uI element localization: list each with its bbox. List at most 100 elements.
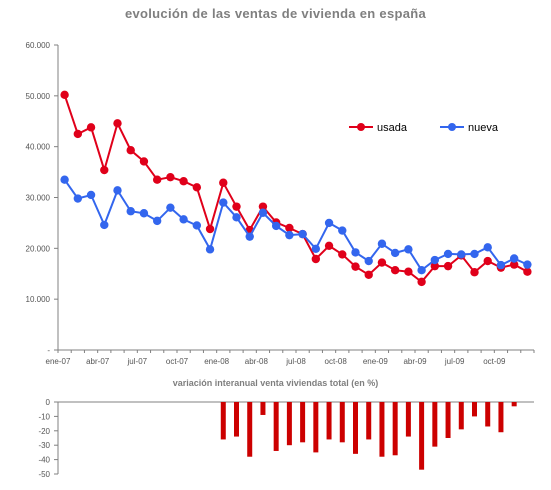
bar [353,402,358,454]
data-point-nueva [509,254,519,263]
data-point-usada [483,256,492,266]
legend-marker-nueva [448,123,456,131]
x-tick-label: ene-07 [46,357,71,366]
data-point-nueva [351,248,360,257]
x-tick-label: abr-07 [86,357,110,366]
bar [339,402,345,443]
data-point-nueva [404,245,413,254]
bar [392,402,398,456]
data-point-nueva [86,190,96,200]
x-tick-label: abr-09 [403,357,427,366]
data-point-nueva [139,209,149,218]
data-point-nueva [219,198,228,207]
bar [379,402,385,457]
bar [432,402,438,447]
y-tick-label: 40.000 [26,143,51,152]
data-point-nueva [258,208,268,217]
data-point-usada [390,265,400,275]
data-point-usada [523,267,532,276]
data-point-nueva [457,250,466,259]
data-point-nueva [205,245,215,254]
x-tick-label: abr-08 [245,357,269,366]
bar [234,402,239,437]
data-point-usada [324,241,334,250]
bar [498,402,504,433]
bar-y-tick-label: -10 [38,412,50,421]
data-point-nueva [179,215,188,224]
data-point-nueva [73,194,83,203]
data-point-usada [152,175,162,184]
data-point-nueva [245,232,254,241]
data-point-usada [139,157,149,166]
bar-y-tick-label: -50 [38,470,50,479]
data-point-nueva [298,229,307,239]
bar [286,402,292,446]
x-tick-label: ene-09 [363,357,388,366]
x-tick-label: jul-08 [285,357,306,366]
data-point-nueva [311,244,321,254]
y-tick-label: 30.000 [26,194,51,203]
bar [405,402,411,437]
y-tick-label: 60.000 [26,41,51,50]
data-point-nueva [271,221,281,231]
data-point-nueva [483,243,492,252]
data-point-nueva [232,213,241,222]
data-point-usada [179,177,188,186]
data-point-usada [430,261,440,271]
data-point-nueva [417,265,426,275]
bar-y-tick-label: -40 [38,456,50,465]
data-point-usada [417,277,426,287]
bar [458,402,464,430]
y-tick-label: 10.000 [26,295,51,304]
data-point-usada [443,261,453,271]
data-point-usada [377,258,387,267]
data-point-nueva [285,230,294,240]
x-tick-label: oct-07 [166,357,189,366]
data-point-nueva [377,239,387,248]
bar [511,402,517,407]
data-point-usada [73,129,83,139]
data-point-nueva [113,186,122,195]
data-point-usada [113,119,122,128]
y-tick-label: - [47,346,50,355]
data-point-usada [205,224,215,234]
data-point-nueva [60,175,69,184]
data-point-nueva [496,260,506,270]
bar-chart-title: variación interanual venta viviendas tot… [172,378,379,388]
data-point-nueva [338,226,347,235]
y-tick-label: 50.000 [26,92,51,101]
data-point-usada [364,270,373,279]
data-point-nueva [152,216,162,226]
bar [485,402,491,427]
bar [260,402,266,415]
data-point-nueva [364,256,373,266]
data-point-nueva [443,249,453,259]
legend-label-nueva: nueva [468,122,499,134]
data-point-usada [509,260,519,269]
data-point-nueva [523,260,532,269]
bar [313,402,319,453]
x-tick-label: oct-09 [483,357,506,366]
data-point-usada [285,223,294,233]
data-point-usada [60,90,69,100]
data-point-nueva [100,220,109,230]
bar [220,402,226,440]
data-point-nueva [470,249,479,259]
x-tick-label: jul-07 [127,357,148,366]
data-point-usada [232,202,241,211]
bar [247,402,253,457]
bar [326,402,332,440]
data-point-nueva [126,207,135,216]
data-point-usada [192,183,202,192]
data-point-usada [100,165,109,175]
data-point-usada [351,262,360,271]
data-point-nueva [192,221,202,230]
bar [300,402,306,443]
x-tick-label: oct-08 [325,357,348,366]
data-point-usada [311,254,321,264]
bar [445,402,451,438]
data-point-usada [404,267,413,276]
data-point-nueva [324,218,334,228]
chart-title: evolución de las ventas de vivienda en e… [124,6,427,21]
data-point-usada [258,202,268,211]
